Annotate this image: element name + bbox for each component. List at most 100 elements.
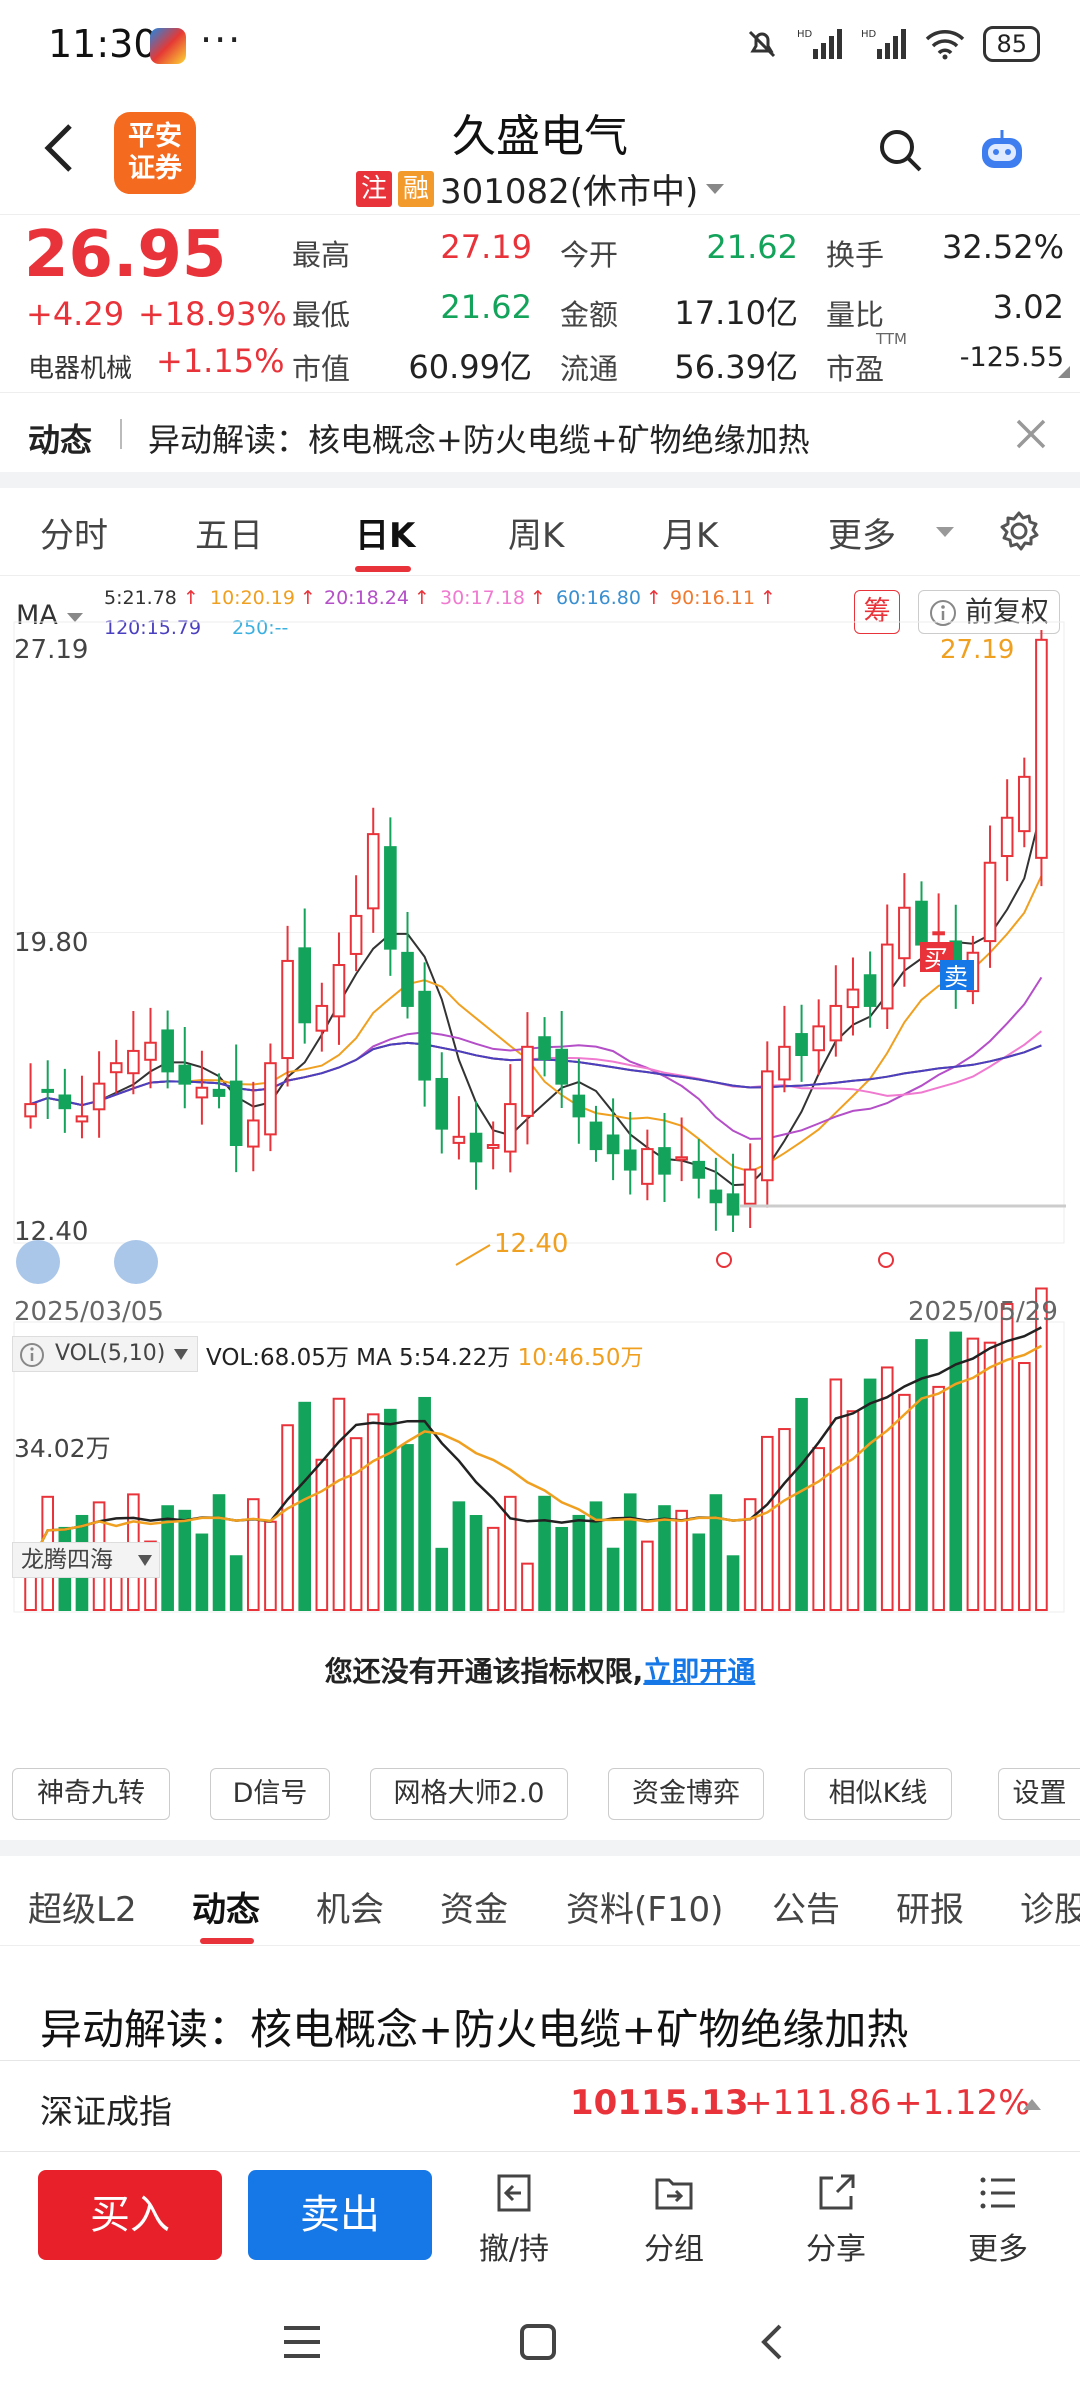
- volume-bar: [332, 1397, 346, 1611]
- group-button[interactable]: 分组: [624, 2170, 724, 2268]
- ma-selector[interactable]: MA: [16, 600, 84, 631]
- ma-legend-item: 5:21.78: [104, 587, 177, 609]
- volume-bar: [675, 1509, 688, 1612]
- candle-body: [675, 1156, 688, 1161]
- tab-intraday[interactable]: 分时: [40, 516, 108, 556]
- clock: 11:30: [48, 22, 158, 66]
- candle-body: [521, 1045, 534, 1117]
- volume-bar: [932, 1385, 945, 1612]
- corner-expand-icon[interactable]: [1058, 366, 1070, 378]
- tab-research[interactable]: 研报: [896, 1890, 964, 1930]
- candles: [24, 630, 1048, 1232]
- news-banner[interactable]: 动态 异动解读：核电概念+防火电缆+矿物绝缘加热: [0, 392, 1080, 472]
- sell-button[interactable]: 卖出: [248, 2170, 432, 2260]
- tool-settings[interactable]: 设置: [998, 1768, 1080, 1820]
- cancel-hold-button[interactable]: 撤/持: [464, 2170, 564, 2268]
- candle-body: [92, 1082, 106, 1111]
- menu-list-icon: [980, 2177, 1015, 2209]
- volume-bar: [726, 1555, 740, 1612]
- volume-bar: [246, 1498, 260, 1612]
- candle-body: [469, 1132, 483, 1163]
- price-change-pct: +18.93%: [138, 295, 287, 333]
- tab-super-l2[interactable]: 超级L2: [28, 1890, 137, 1930]
- volume-value: VOL:68.05万: [206, 1345, 349, 1371]
- more-button[interactable]: 更多: [948, 2170, 1048, 2268]
- share-button[interactable]: 分享: [786, 2170, 886, 2268]
- candle-body: [1035, 638, 1048, 859]
- close-icon[interactable]: [1014, 417, 1048, 451]
- volume-bar: [418, 1396, 431, 1611]
- menu-icon[interactable]: [282, 2324, 322, 2360]
- back-button[interactable]: [40, 120, 76, 191]
- logo-text-1: 平安: [128, 121, 182, 152]
- tools-row: 神奇九转 D信号 网格大师2.0 资金博弈 相似K线 设置: [0, 1768, 1080, 1822]
- activate-link[interactable]: 立即开通: [643, 1655, 756, 1688]
- article-title[interactable]: 异动解读：核电概念+防火电缆+矿物绝缘加热: [40, 2005, 909, 2054]
- volume-bar: [1035, 1287, 1048, 1611]
- search-icon[interactable]: [876, 126, 926, 176]
- quote-value: 56.39亿: [674, 348, 798, 386]
- ai-assistant-icon[interactable]: [976, 126, 1028, 176]
- volume-bar: [161, 1505, 174, 1612]
- tab-opportunity[interactable]: 机会: [316, 1890, 384, 1930]
- tab-f10[interactable]: 资料(F10): [566, 1890, 724, 1930]
- kline-chart[interactable]: 27.19 19.80 12.40 27.19 12.40 2025/03/05 2025/…: [0, 580, 1080, 1750]
- tool-similar-kline[interactable]: 相似K线: [804, 1768, 952, 1820]
- sector-name[interactable]: 电器机械: [28, 354, 133, 384]
- volume-bar: [401, 1444, 414, 1612]
- candle-body: [795, 1033, 808, 1057]
- index-change-pct: +1.12%: [894, 2083, 1031, 2123]
- volume-bar: [795, 1397, 808, 1612]
- margin-tag: 融: [398, 170, 434, 207]
- buy-button[interactable]: 买入: [38, 2170, 222, 2260]
- tool-fund-game[interactable]: 资金博弈: [608, 1768, 764, 1820]
- tab-five-day[interactable]: 五日: [195, 516, 263, 556]
- chart-grid: [13, 621, 1065, 1613]
- more-notifications-icon: ···: [200, 18, 243, 62]
- candle-body: [863, 974, 877, 1007]
- settings-gear-icon[interactable]: [998, 510, 1040, 552]
- indicator-name: 龙腾四海: [21, 1547, 113, 1573]
- news-text: 异动解读：核电概念+防火电缆+矿物绝缘加热: [148, 421, 810, 459]
- volume-ma-line: [29, 1344, 1042, 1565]
- svg-text:HD: HD: [797, 29, 813, 40]
- volume-bar: [178, 1509, 192, 1611]
- adjust-mode-button[interactable]: 前复权: [918, 590, 1060, 634]
- candle-body: [829, 1004, 843, 1042]
- candle-body: [195, 1086, 209, 1099]
- tab-daily-k[interactable]: 日K: [355, 516, 416, 556]
- ma-line: [30, 875, 1043, 1173]
- candle-body: [932, 931, 945, 936]
- candle-body: [24, 1103, 37, 1118]
- stock-code-row[interactable]: 注 融 301082(休市中): [356, 164, 726, 213]
- info-icon: [20, 1343, 44, 1367]
- price-axis-mid: 19.80: [14, 928, 88, 958]
- tab-dynamics[interactable]: 动态: [192, 1890, 260, 1930]
- tab-more[interactable]: 更多: [828, 516, 896, 556]
- tab-capital[interactable]: 资金: [440, 1890, 508, 1930]
- logo-text-2: 证券: [128, 153, 182, 184]
- candle-body: [178, 1064, 192, 1085]
- tab-announcements[interactable]: 公告: [772, 1890, 840, 1930]
- tool-magic-nine[interactable]: 神奇九转: [12, 1768, 170, 1820]
- back-nav-icon[interactable]: [756, 2322, 786, 2362]
- sell-signal-marker: [940, 960, 974, 990]
- tab-monthly-k[interactable]: 月K: [662, 516, 719, 556]
- index-ticker[interactable]: 深证成指 10115.13 +111.86 +1.12%: [0, 2060, 1080, 2152]
- candle-body: [435, 1077, 449, 1130]
- tool-grid-master[interactable]: 网格大师2.0: [370, 1768, 568, 1820]
- scroll-left-icon: [16, 1240, 60, 1284]
- ma-up-arrow-icon: ↑: [646, 587, 662, 609]
- period-tabs: 分时 五日 日K 周K 月K 更多: [0, 488, 1080, 576]
- candle-body: [898, 906, 911, 960]
- volume-bar: [915, 1339, 928, 1611]
- volume-bar: [1017, 1362, 1031, 1611]
- home-icon[interactable]: [518, 2322, 558, 2362]
- tool-d-signal[interactable]: D信号: [210, 1768, 330, 1820]
- price-change: +4.29: [26, 295, 125, 333]
- tab-weekly-k[interactable]: 周K: [508, 516, 565, 556]
- indicator-selector[interactable]: 龙腾四海: [12, 1542, 160, 1578]
- tab-diagnosis[interactable]: 诊股: [1020, 1890, 1080, 1930]
- candle-body: [281, 959, 294, 1060]
- volume-indicator-selector[interactable]: VOL(5,10): [12, 1336, 198, 1372]
